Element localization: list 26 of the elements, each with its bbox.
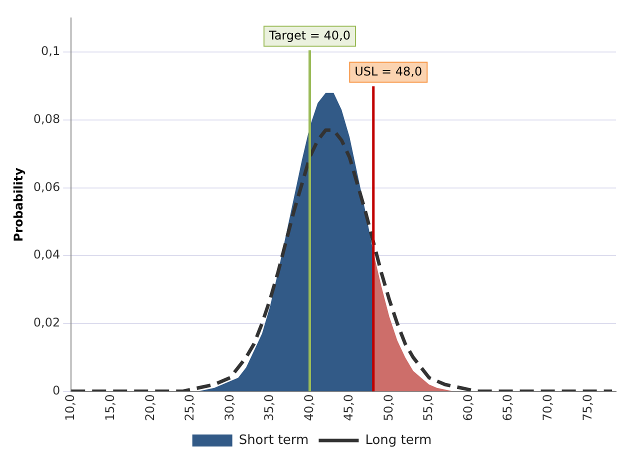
x-tick-label: 45,0	[342, 394, 356, 421]
y-tick-label: 0	[52, 383, 60, 398]
x-tick-label: 55,0	[421, 394, 436, 421]
x-tick-label: 70,0	[540, 394, 555, 421]
ref-line-label: USL = 48,0	[354, 64, 422, 78]
y-tick-label: 0,08	[33, 112, 60, 126]
x-tick-label: 35,0	[262, 394, 276, 421]
x-tick-label: 10,0	[63, 394, 78, 421]
x-tick-label: 75,0	[580, 394, 594, 421]
x-tick-label: 65,0	[500, 394, 515, 421]
x-tick-label: 15,0	[103, 394, 118, 421]
x-tick-label: 40,0	[302, 394, 316, 421]
y-tick-label: 0,06	[33, 180, 60, 194]
line-series	[71, 128, 614, 392]
x-tick-label: 60,0	[460, 394, 475, 421]
ref-line-label: Target = 40,0	[268, 28, 351, 42]
y-tick-label: 0,02	[33, 316, 60, 330]
y-axis-title: Probability	[11, 168, 26, 242]
x-tick-label: 20,0	[142, 394, 157, 421]
x-tick-label: 25,0	[182, 394, 197, 421]
x-tick-label: 30,0	[222, 394, 236, 421]
legend-label: Short term	[238, 432, 309, 448]
y-tick-label: 0,1	[41, 44, 60, 58]
y-tick-label: 0,04	[33, 248, 60, 262]
legend-label: Long term	[365, 432, 432, 448]
x-tick-label: 50,0	[381, 394, 396, 421]
